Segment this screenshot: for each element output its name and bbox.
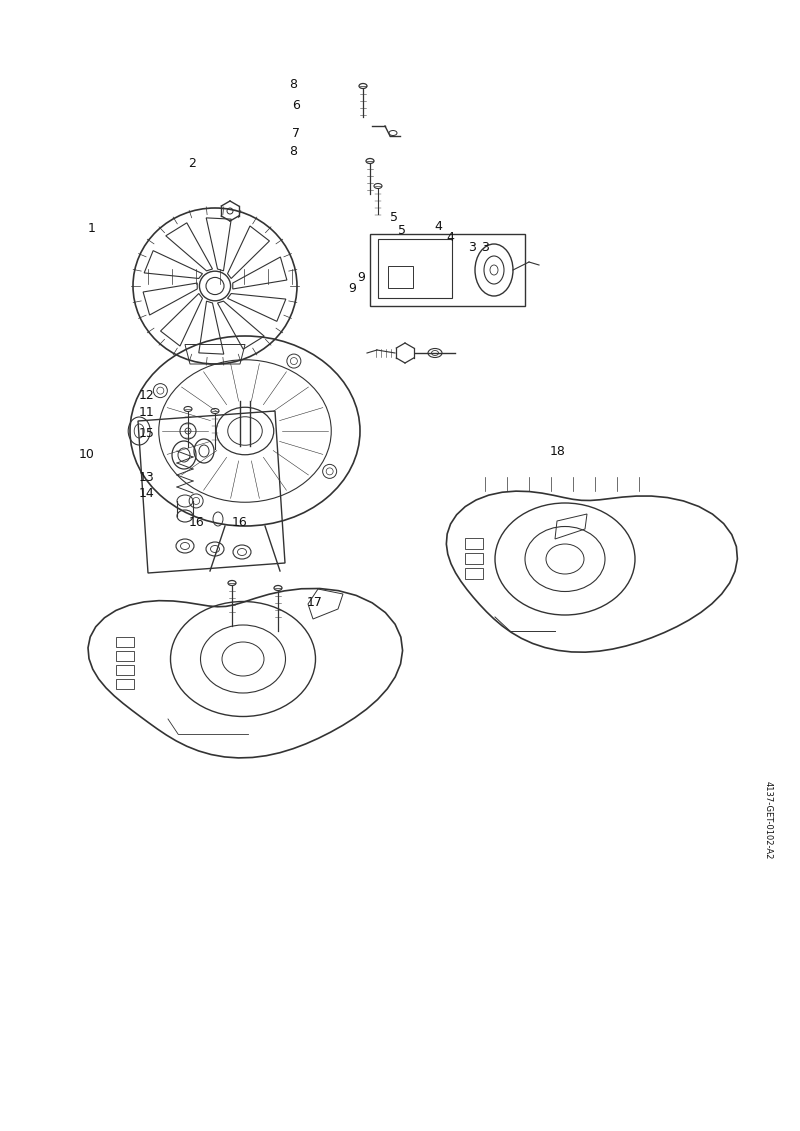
Text: 11: 11 xyxy=(138,406,154,420)
Text: 3: 3 xyxy=(481,241,489,254)
Text: 9: 9 xyxy=(358,270,366,284)
Text: 9: 9 xyxy=(348,282,356,295)
Text: 7: 7 xyxy=(292,127,300,140)
Text: 4137-GET-0102-A2: 4137-GET-0102-A2 xyxy=(763,780,773,860)
Bar xyxy=(465,568,483,579)
Bar xyxy=(378,239,453,297)
Text: 16: 16 xyxy=(189,516,205,529)
Text: 5: 5 xyxy=(390,210,398,224)
Bar xyxy=(370,234,525,307)
Bar xyxy=(388,266,413,288)
Bar xyxy=(116,665,134,675)
Text: 4: 4 xyxy=(434,219,442,233)
Text: 4: 4 xyxy=(446,231,454,244)
Text: 18: 18 xyxy=(550,444,566,458)
Text: 3: 3 xyxy=(468,241,476,254)
Text: 14: 14 xyxy=(138,486,154,500)
Bar xyxy=(116,637,134,647)
Bar xyxy=(116,651,134,661)
Text: 13: 13 xyxy=(138,470,154,484)
Text: 16: 16 xyxy=(232,516,248,529)
Text: 6: 6 xyxy=(292,98,300,112)
Bar xyxy=(465,538,483,549)
Text: 5: 5 xyxy=(398,224,406,238)
Text: 12: 12 xyxy=(138,389,154,403)
Text: 8: 8 xyxy=(289,145,297,158)
Text: 1: 1 xyxy=(88,222,96,235)
Text: 8: 8 xyxy=(289,78,297,92)
Text: 17: 17 xyxy=(306,596,322,610)
Text: 10: 10 xyxy=(78,448,94,461)
Bar xyxy=(116,679,134,689)
Text: 15: 15 xyxy=(138,426,154,440)
Bar xyxy=(465,553,483,564)
Text: 2: 2 xyxy=(188,157,196,171)
